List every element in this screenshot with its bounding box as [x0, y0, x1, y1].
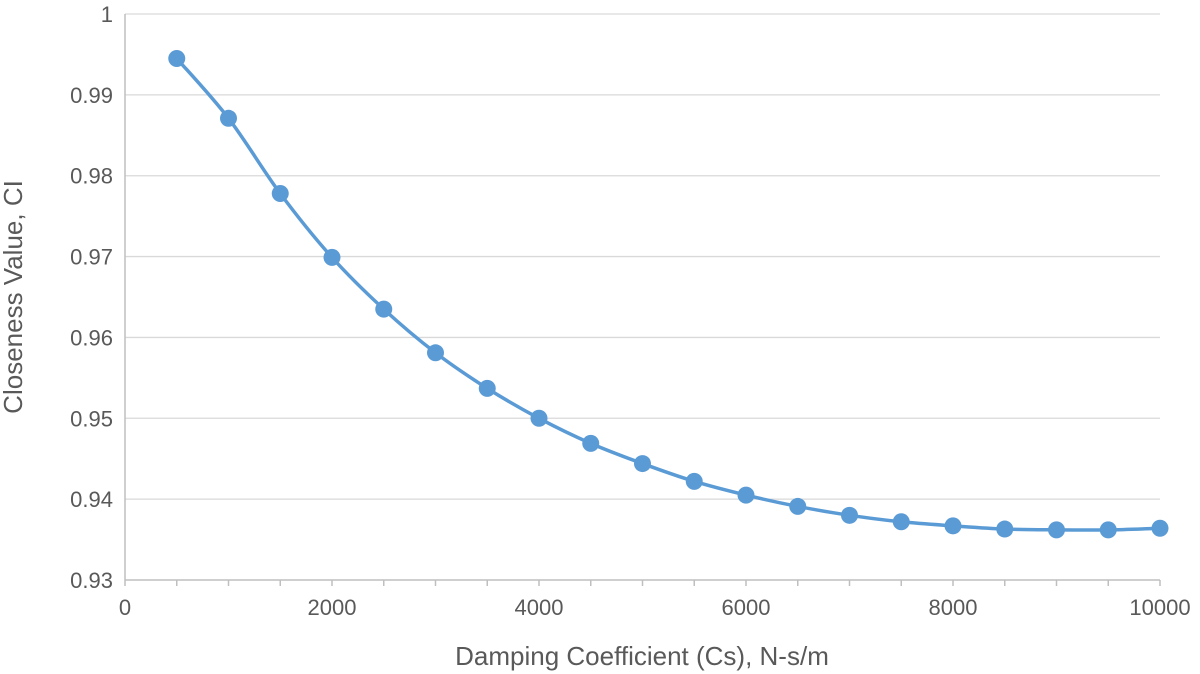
- y-tick-label: 0.94: [70, 487, 113, 512]
- y-tick-label: 1: [101, 2, 113, 27]
- y-axis-title: Closeness Value, CI: [0, 180, 28, 414]
- y-tick-label: 0.96: [70, 325, 113, 350]
- data-point: [1048, 521, 1065, 539]
- x-tick-label: 0: [119, 595, 131, 620]
- data-point: [530, 409, 548, 427]
- y-tick-label: 0.98: [70, 164, 113, 189]
- data-point: [478, 379, 496, 397]
- data-point: [737, 486, 755, 504]
- data-point: [323, 248, 341, 266]
- x-axis-title: Damping Coefficient (Cs), N-s/m: [455, 641, 829, 671]
- x-tick-label: 10000: [1129, 595, 1190, 620]
- x-tick-label: 8000: [929, 595, 978, 620]
- data-point: [841, 506, 858, 524]
- data-point: [375, 300, 393, 318]
- data-point: [220, 109, 237, 127]
- y-tick-label: 0.93: [70, 568, 113, 593]
- data-point: [944, 517, 962, 535]
- y-tick-label: 0.97: [70, 245, 113, 270]
- series-layer: [168, 49, 1169, 539]
- data-point: [582, 434, 600, 452]
- y-tick-label: 0.99: [70, 83, 113, 108]
- data-point: [634, 455, 651, 473]
- data-point: [427, 344, 444, 362]
- data-point: [168, 49, 186, 67]
- axes: [124, 14, 1161, 586]
- x-tick-label: 6000: [722, 595, 771, 620]
- data-point: [996, 520, 1014, 538]
- data-point: [1151, 519, 1169, 537]
- x-tick-label: 2000: [308, 595, 357, 620]
- gridlines: [125, 13, 1160, 500]
- data-point: [892, 513, 910, 531]
- y-tick-label: 0.95: [70, 406, 113, 431]
- data-point: [1099, 521, 1117, 539]
- x-tick-label: 4000: [515, 595, 564, 620]
- data-point: [789, 497, 807, 515]
- series-line: [175, 56, 1162, 532]
- data-point: [685, 472, 703, 490]
- tick-labels: 0.93 0.94 0.95 0.96 0.97 0.98 0.99 1 0 2000 4000 60…: [70, 2, 1190, 620]
- data-point: [271, 185, 289, 203]
